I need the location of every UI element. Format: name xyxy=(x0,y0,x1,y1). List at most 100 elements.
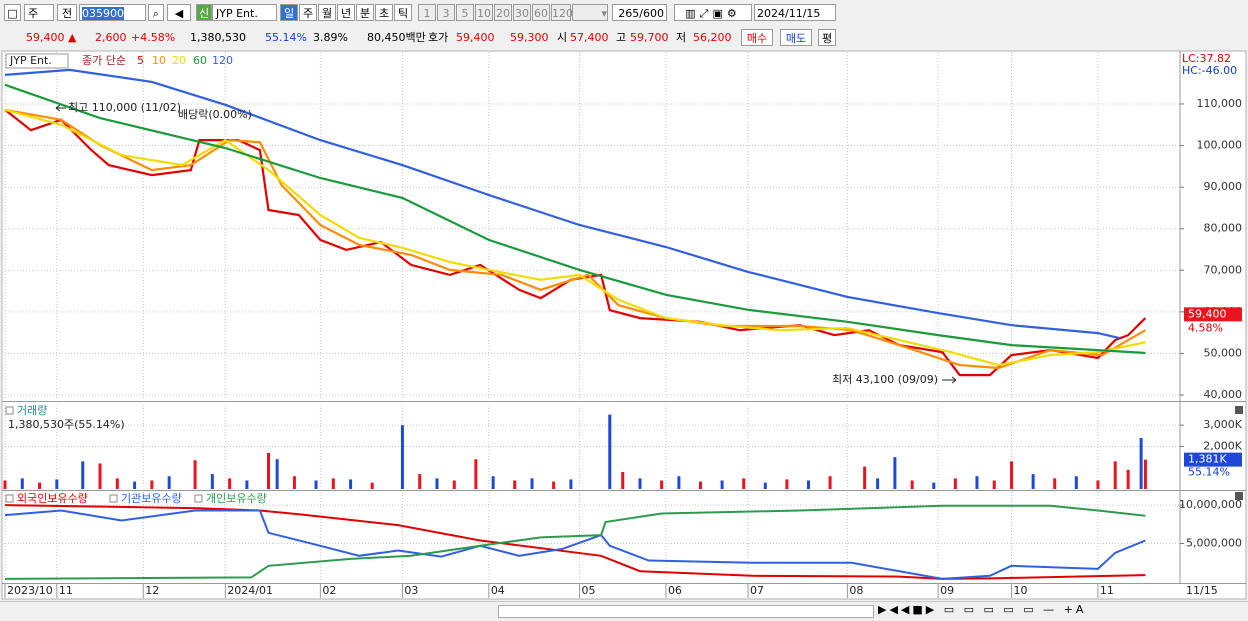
legend-entry: 10 xyxy=(152,54,166,67)
y-tick-label: 2,000K xyxy=(1203,439,1242,452)
x-tick-label: 02 xyxy=(322,584,336,597)
volume-bar xyxy=(245,480,249,489)
volume-bar xyxy=(785,479,789,489)
interval-button[interactable]: 120 xyxy=(551,4,573,21)
unit-button[interactable]: 일 xyxy=(280,4,298,21)
y-tick-label: 80,000 xyxy=(1204,222,1243,235)
volume-bar xyxy=(953,478,957,489)
y-tick-label: 100,000 xyxy=(1197,139,1243,152)
volume-bar xyxy=(167,476,171,489)
count: 265 xyxy=(618,7,640,20)
interval-button[interactable]: 5 xyxy=(456,4,474,21)
scroll-thumb[interactable] xyxy=(498,605,874,618)
interval-button[interactable]: 20 xyxy=(494,4,512,21)
hc-label: HC:-46.00 xyxy=(1182,64,1237,77)
volume-bar xyxy=(992,480,996,489)
interval-button[interactable]: 1 xyxy=(418,4,436,21)
volume-bar xyxy=(763,482,767,489)
volume-bar xyxy=(893,457,897,489)
unit-button[interactable]: 월 xyxy=(318,4,336,21)
last-price: 59,400 xyxy=(1188,307,1227,320)
sell-button[interactable]: 매도 xyxy=(780,29,812,46)
unit-button[interactable]: 초 xyxy=(375,4,393,21)
y-tick-label: 90,000 xyxy=(1204,180,1243,193)
legend-box xyxy=(5,494,14,503)
interval-button[interactable]: 10 xyxy=(475,4,493,21)
buy-button[interactable]: 매수 xyxy=(741,29,773,46)
legend-label: 종가 단순 xyxy=(82,54,126,67)
volume-bar xyxy=(228,478,232,489)
annotation-arrow xyxy=(942,376,957,384)
volume-bar xyxy=(677,476,681,489)
x-tick-label: 10 xyxy=(1014,584,1028,597)
volume-bar xyxy=(621,471,625,489)
panel-close xyxy=(1235,406,1243,414)
last-ratio: 55.14% xyxy=(1188,466,1230,479)
amount: 80,450백만 xyxy=(367,31,426,44)
menu-button[interactable]: □ xyxy=(4,4,21,21)
volume-bar xyxy=(267,452,271,489)
x-tick-label: 04 xyxy=(491,584,505,597)
period-select[interactable]: 주 xyxy=(24,4,54,21)
volume-bar xyxy=(3,480,7,489)
scroll-buttons[interactable]: ▶◀◀■▶ ▭ ▭ ▭ ▭ ▭ — +A xyxy=(878,603,1087,616)
x-tick-label: 03 xyxy=(404,584,418,597)
bid: 59,300 xyxy=(510,31,549,44)
tool-icons[interactable]: ▥⤢▣⚙ xyxy=(674,4,752,21)
title-box xyxy=(5,53,69,69)
volume-bar xyxy=(370,482,374,489)
interval-button[interactable]: 30 xyxy=(513,4,531,21)
volume-bar xyxy=(292,476,296,489)
volume-bar xyxy=(638,478,642,489)
date-input[interactable]: 2024/11/15 xyxy=(754,4,836,21)
y-tick-label: 110,000 xyxy=(1197,97,1243,110)
volume-bar xyxy=(115,478,119,489)
volume-bar xyxy=(1053,478,1057,489)
volume-bar xyxy=(349,479,353,489)
interval-dropdown[interactable]: ▾ xyxy=(572,4,608,21)
series-line xyxy=(4,108,1147,377)
x-tick-label: 12 xyxy=(145,584,159,597)
series-line xyxy=(4,83,1146,355)
legend-entry: 120 xyxy=(212,54,233,67)
volume-bar xyxy=(1126,469,1130,489)
volume-bar xyxy=(275,459,279,489)
turnover: 3.89% xyxy=(313,31,348,44)
volume-bar xyxy=(491,476,495,489)
volume-bar xyxy=(150,480,154,489)
unit-button[interactable]: 분 xyxy=(356,4,374,21)
code-text: 035900 xyxy=(82,7,124,20)
sound-button[interactable]: ◀ xyxy=(167,4,191,21)
code-input[interactable]: 035900 xyxy=(79,4,146,21)
volume-bar xyxy=(400,425,404,489)
chart-title: JYP Ent. xyxy=(9,54,52,67)
volume-bar xyxy=(828,476,832,489)
y-tick-label: 3,000K xyxy=(1203,418,1242,431)
price: 59,400 ▲ xyxy=(26,31,77,44)
unit-button[interactable]: 년 xyxy=(337,4,355,21)
low-label: 저 xyxy=(676,31,687,44)
volume-bar xyxy=(1143,459,1147,489)
legend-entry: 기관보유수량 xyxy=(121,492,182,505)
low: 56,200 xyxy=(693,31,732,44)
interval-button[interactable]: 3 xyxy=(437,4,455,21)
x-tick-label: 2023/10 xyxy=(7,584,53,597)
volume-bar xyxy=(1074,476,1078,489)
volume-bar xyxy=(210,474,214,489)
stock-name: JYP Ent. xyxy=(212,4,277,21)
credit-badge: 신 xyxy=(196,4,212,21)
annotation-arrow xyxy=(55,104,66,112)
avg-button[interactable]: 평 xyxy=(818,29,836,46)
volume-bar xyxy=(806,480,810,489)
search-button[interactable]: ⌕ xyxy=(148,4,164,21)
prev-button[interactable]: 전 xyxy=(57,4,77,21)
high: 59,700 xyxy=(630,31,669,44)
series-line xyxy=(4,68,1120,340)
x-tick-label: 09 xyxy=(940,584,954,597)
volume-bar xyxy=(863,466,867,489)
interval-button[interactable]: 60 xyxy=(532,4,550,21)
unit-button[interactable]: 틱 xyxy=(394,4,412,21)
unit-button[interactable]: 주 xyxy=(299,4,317,21)
count-input[interactable]: 265/600 xyxy=(612,4,667,21)
volume: 1,380,530 xyxy=(190,31,246,44)
